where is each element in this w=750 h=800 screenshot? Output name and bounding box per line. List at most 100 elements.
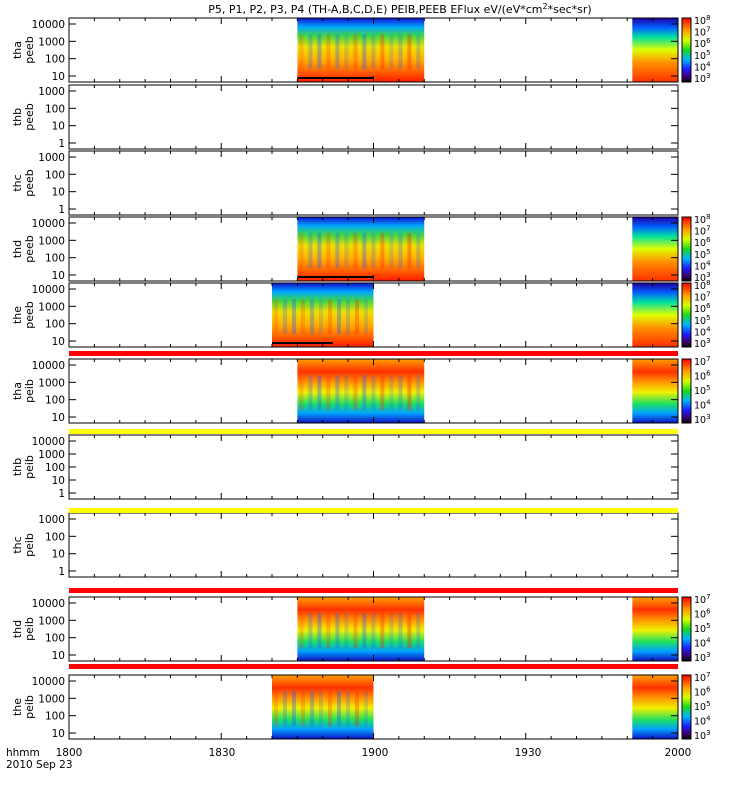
spectrogram-texture <box>346 691 350 727</box>
spectrogram-texture <box>416 375 421 411</box>
spectrogram-texture <box>364 691 368 727</box>
colorbar-tick-label: 108 <box>694 279 711 292</box>
spectrogram-texture <box>335 34 340 70</box>
spectrogram-texture <box>362 375 367 411</box>
y-label-instrument: peib <box>23 533 36 557</box>
colorbar-tick-label: 103 <box>694 413 711 426</box>
spectrogram-texture <box>299 613 304 649</box>
y-tick-label: 1000 <box>38 86 65 98</box>
y-tick-label: 10000 <box>32 436 65 448</box>
spectrogram-texture <box>371 613 376 649</box>
y-tick-label: 100 <box>45 253 65 265</box>
colorbar-tick-label: 107 <box>694 671 711 684</box>
y-label-probe: thd <box>11 240 24 258</box>
y-label-instrument: peib <box>23 617 36 641</box>
spectrogram-texture <box>416 233 421 269</box>
colorbar-tick-label: 104 <box>694 637 711 650</box>
y-tick-label: 10 <box>52 187 65 199</box>
spectrogram-block <box>632 597 678 661</box>
y-tick-label: 100 <box>45 395 65 407</box>
y-label-probe: tha <box>11 382 24 400</box>
y-label-probe: the <box>11 698 24 716</box>
colorbar-tick-label: 107 <box>694 355 711 368</box>
y-tick-label: 1 <box>58 204 65 216</box>
spectrogram-texture <box>380 233 385 269</box>
colorbar-tick-label: 108 <box>694 213 711 226</box>
spectrogram-texture <box>292 299 296 335</box>
colorbar-tick-label: 106 <box>694 370 711 383</box>
y-tick-label: 10 <box>52 71 65 83</box>
spectrogram-texture <box>317 233 322 269</box>
y-label-instrument: peeb <box>23 235 36 263</box>
y-tick-label: 100 <box>45 169 65 181</box>
y-label-probe: thc <box>11 536 24 553</box>
spectrogram-block <box>272 283 374 347</box>
spectrogram-texture <box>310 691 314 727</box>
spectrogram-texture <box>308 375 313 411</box>
spectrogram-texture <box>380 613 385 649</box>
spectrogram-texture <box>326 375 331 411</box>
colorbar-tick-label: 106 <box>694 686 711 699</box>
spectrogram-texture <box>310 299 314 335</box>
spectrogram-texture <box>353 233 358 269</box>
y-label-probe: thc <box>11 174 24 191</box>
y-tick-label: 10 <box>52 270 65 282</box>
spectrogram-texture <box>407 375 412 411</box>
spectrogram-texture <box>364 299 368 335</box>
colorbar-tick-label: 108 <box>694 14 711 27</box>
status-bar-yellow <box>69 508 678 513</box>
spectrogram-texture <box>407 613 412 649</box>
colorbar-tick-label: 105 <box>694 248 711 261</box>
colorbar-tick-label: 104 <box>694 259 711 272</box>
y-tick-label: 1000 <box>38 152 65 164</box>
y-tick-label: 10 <box>52 412 65 424</box>
time-tick-1800: 1800 <box>56 747 83 759</box>
y-tick-label: 1000 <box>38 301 65 313</box>
spectrogram-block <box>297 359 425 423</box>
colorbar-tick-label: 103 <box>694 337 711 350</box>
colorbar <box>681 358 692 424</box>
y-tick-label: 1000 <box>38 377 65 389</box>
spectrogram-texture <box>389 34 394 70</box>
spectrogram-texture <box>371 233 376 269</box>
spectrogram-texture <box>353 34 358 70</box>
spectrogram-texture <box>299 34 304 70</box>
y-tick-label: 100 <box>45 54 65 66</box>
date-label: 2010 Sep 23 <box>6 759 73 771</box>
spectrogram-texture <box>337 691 341 727</box>
spectrogram-texture <box>398 613 403 649</box>
spectrogram-texture <box>353 613 358 649</box>
y-label-instrument: peeb <box>23 301 36 329</box>
colorbar <box>681 596 692 662</box>
colorbar-tick-label: 103 <box>694 72 711 85</box>
status-bar-red <box>69 588 678 593</box>
spectrogram-texture <box>389 233 394 269</box>
y-tick-label: 10000 <box>32 598 65 610</box>
y-label-instrument: peeb <box>23 103 36 131</box>
spectrogram-texture <box>317 34 322 70</box>
y-label-probe: tha <box>11 41 24 59</box>
y-tick-label: 1000 <box>38 693 65 705</box>
y-label-probe: thb <box>11 108 24 126</box>
spectrogram-block <box>632 283 678 347</box>
spectrogram-texture <box>344 613 349 649</box>
spectrogram-texture <box>389 375 394 411</box>
y-tick-label: 1 <box>58 488 65 500</box>
spectrogram-texture <box>355 299 359 335</box>
spectrogram-texture <box>362 613 367 649</box>
spectrogram-texture <box>398 375 403 411</box>
y-tick-label: 10000 <box>32 19 65 31</box>
spectrogram-texture <box>353 375 358 411</box>
spectrogram-texture <box>407 34 412 70</box>
y-tick-label: 1000 <box>38 449 65 461</box>
spectrogram-block <box>297 217 425 281</box>
y-label-probe: thd <box>11 620 24 638</box>
colorbar <box>681 674 692 740</box>
spectrogram-texture <box>326 34 331 70</box>
spectrogram-texture <box>389 613 394 649</box>
spectrogram-texture <box>371 34 376 70</box>
spectrogram-texture <box>283 299 287 335</box>
time-tick-1900: 1900 <box>362 747 389 759</box>
